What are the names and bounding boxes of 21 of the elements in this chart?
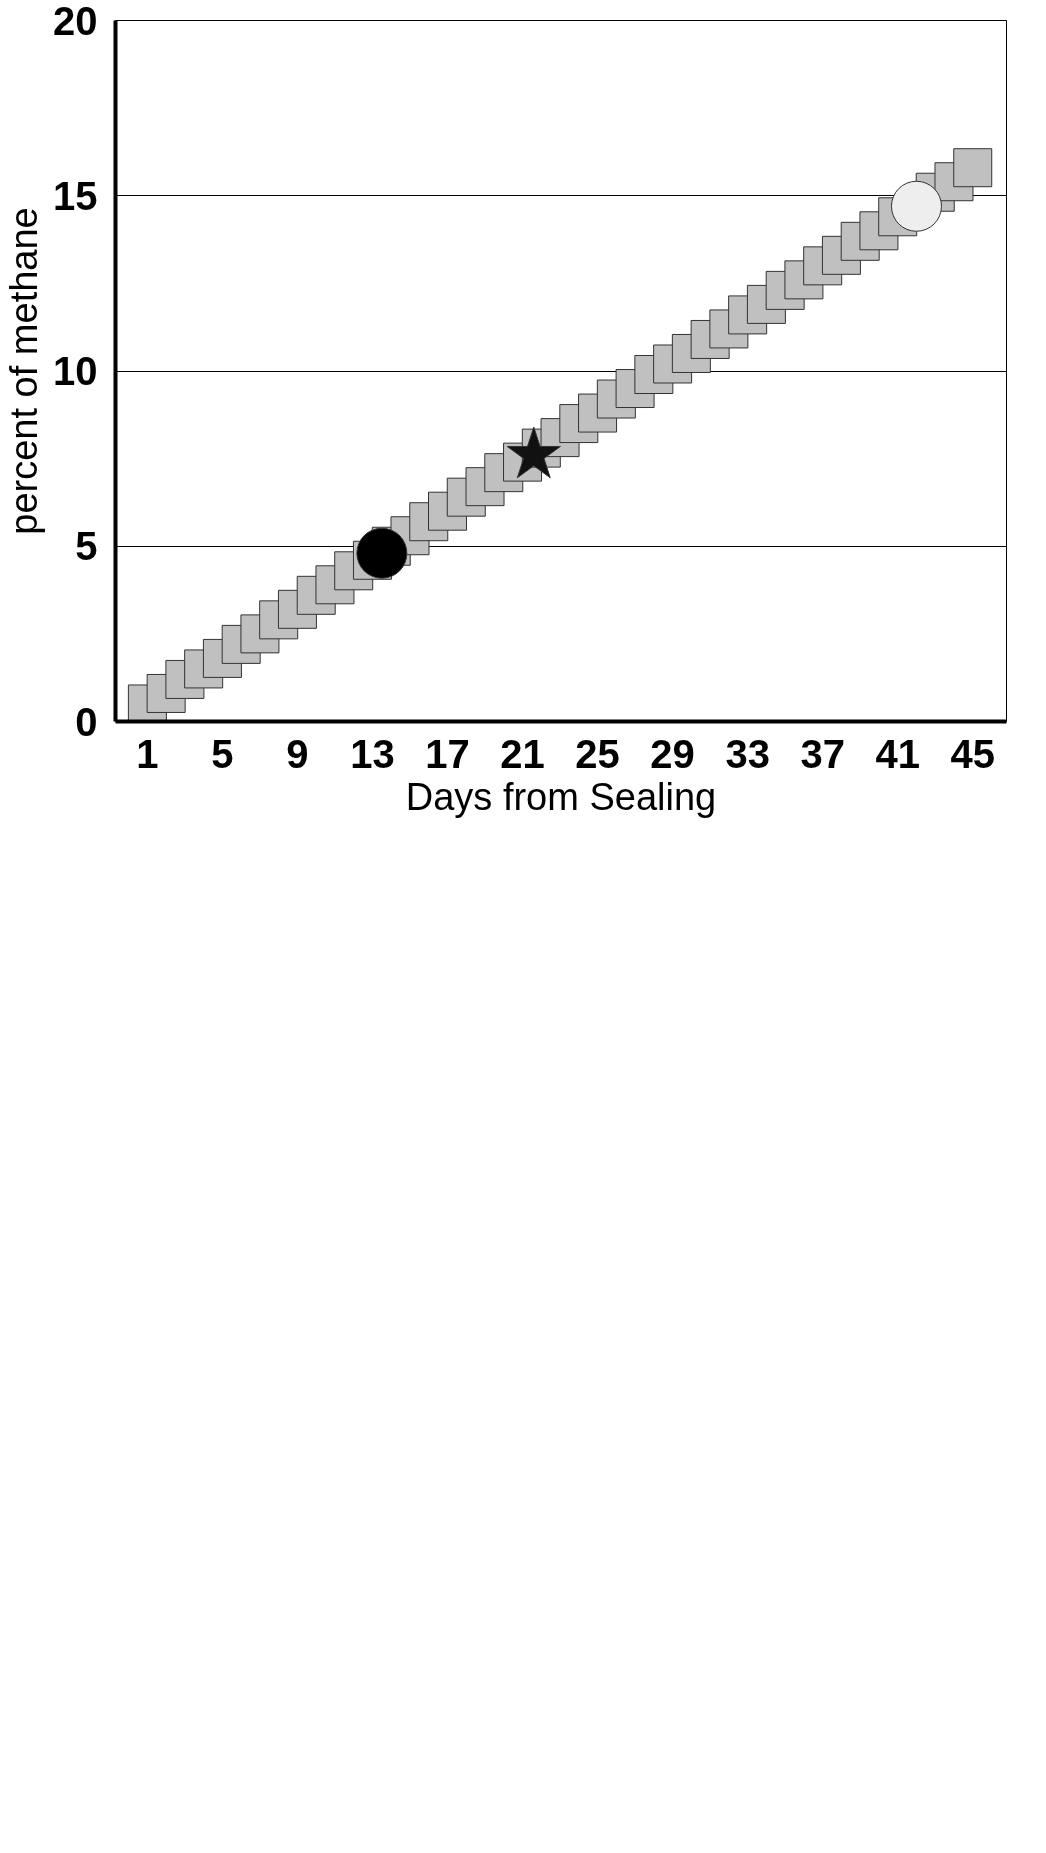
point [890,180,942,232]
y-tick-label: 10 [53,349,98,393]
point [953,148,993,188]
x-tick-label: 21 [500,731,545,776]
x-tick-label: 5 [211,731,234,776]
x-tick-label: 33 [725,731,770,776]
y-axis-title: percent of methane [3,207,46,535]
x-tick-label: 1 [136,731,159,776]
x-tick-label: 13 [350,731,395,776]
x-tick-label: 37 [800,731,845,776]
x-tick-label: 17 [425,731,470,776]
x-tick-label: 25 [575,731,620,776]
x-tick-label: 45 [950,731,995,776]
y-tick-label: 5 [75,524,98,569]
x-tick-label: 9 [286,731,309,776]
y-tick-label: 20 [53,0,98,43]
y-tick-label: 15 [53,173,98,218]
y-tick-label: 0 [75,699,98,744]
x-axis-title: Days from Sealing [405,775,717,818]
x-tick-label: 41 [875,731,920,776]
x-tick-label: 29 [650,731,695,776]
